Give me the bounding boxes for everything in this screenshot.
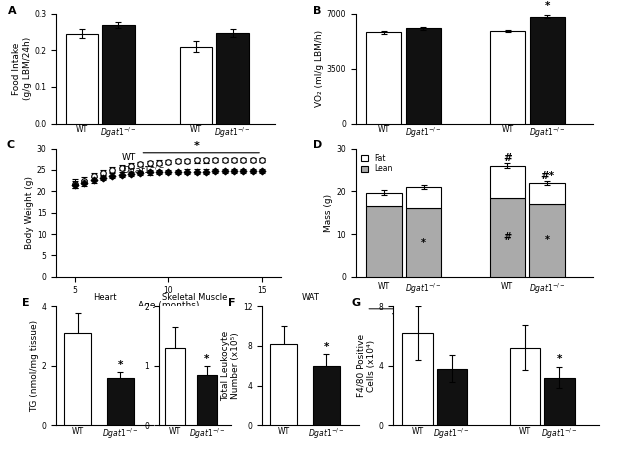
Y-axis label: Total Leukocyte
Number (x10⁵): Total Leukocyte Number (x10⁵): [221, 330, 240, 401]
Text: #: #: [503, 153, 512, 163]
Bar: [366, 193, 401, 206]
Y-axis label: VO₂ (ml/g LBM/h): VO₂ (ml/g LBM/h): [314, 30, 324, 107]
Text: *: *: [204, 354, 210, 364]
Text: Heart: Heart: [93, 293, 116, 302]
Text: G: G: [352, 297, 361, 308]
Bar: [180, 46, 212, 124]
Text: $Dgat1^{-/-}$: $Dgat1^{-/-}$: [122, 164, 165, 178]
Bar: [313, 365, 340, 425]
Text: *: *: [545, 235, 550, 245]
Bar: [406, 208, 441, 277]
Text: Middle-aged: Middle-aged: [504, 155, 551, 164]
Bar: [406, 187, 441, 208]
Bar: [406, 28, 441, 124]
Bar: [366, 206, 401, 277]
Y-axis label: Mass (g): Mass (g): [324, 194, 333, 232]
Bar: [529, 183, 565, 204]
Text: E: E: [22, 297, 30, 308]
Bar: [165, 348, 185, 425]
Bar: [402, 333, 432, 425]
Text: D: D: [313, 140, 322, 149]
Text: #: #: [503, 232, 511, 242]
Bar: [270, 344, 297, 425]
Text: *: *: [324, 342, 329, 352]
Bar: [217, 33, 249, 124]
Text: Skeletal Muscle: Skeletal Muscle: [162, 293, 228, 302]
Text: WT: WT: [122, 153, 136, 162]
X-axis label: Age (months): Age (months): [138, 301, 199, 310]
Text: A: A: [8, 6, 17, 16]
Text: *: *: [557, 354, 562, 365]
Text: Young: Young: [89, 155, 112, 164]
Bar: [530, 17, 565, 124]
Text: F: F: [228, 297, 236, 308]
Text: C: C: [7, 140, 15, 149]
Bar: [490, 31, 525, 124]
Bar: [102, 25, 135, 124]
Y-axis label: Body Weight (g): Body Weight (g): [25, 176, 34, 249]
Text: Middle-aged: Middle-aged: [191, 155, 238, 164]
Text: *: *: [421, 238, 426, 248]
Text: Middle-aged: Middle-aged: [504, 313, 551, 322]
Y-axis label: Food Intake
(g/g LBM/24h): Food Intake (g/g LBM/24h): [12, 37, 32, 100]
Legend: Fat, Lean: Fat, Lean: [359, 152, 394, 175]
Bar: [544, 378, 575, 425]
Text: *: *: [118, 360, 123, 370]
Bar: [490, 198, 525, 277]
Text: #*: #*: [540, 171, 554, 181]
Y-axis label: F4/80 Positive
Cells (x10⁴): F4/80 Positive Cells (x10⁴): [356, 334, 376, 397]
Bar: [510, 348, 540, 425]
Bar: [64, 333, 91, 425]
Text: *: *: [545, 1, 550, 11]
Y-axis label: TG (nmol/mg tissue): TG (nmol/mg tissue): [30, 320, 39, 412]
Bar: [529, 204, 565, 277]
Bar: [197, 374, 217, 425]
Text: Young: Young: [392, 155, 415, 164]
Bar: [490, 166, 525, 198]
Bar: [366, 32, 401, 124]
Text: *: *: [193, 141, 200, 151]
Text: B: B: [313, 6, 321, 16]
Text: Young: Young: [392, 313, 415, 322]
Bar: [107, 378, 134, 425]
Bar: [66, 34, 98, 124]
Text: WAT: WAT: [301, 293, 319, 302]
Bar: [437, 369, 467, 425]
